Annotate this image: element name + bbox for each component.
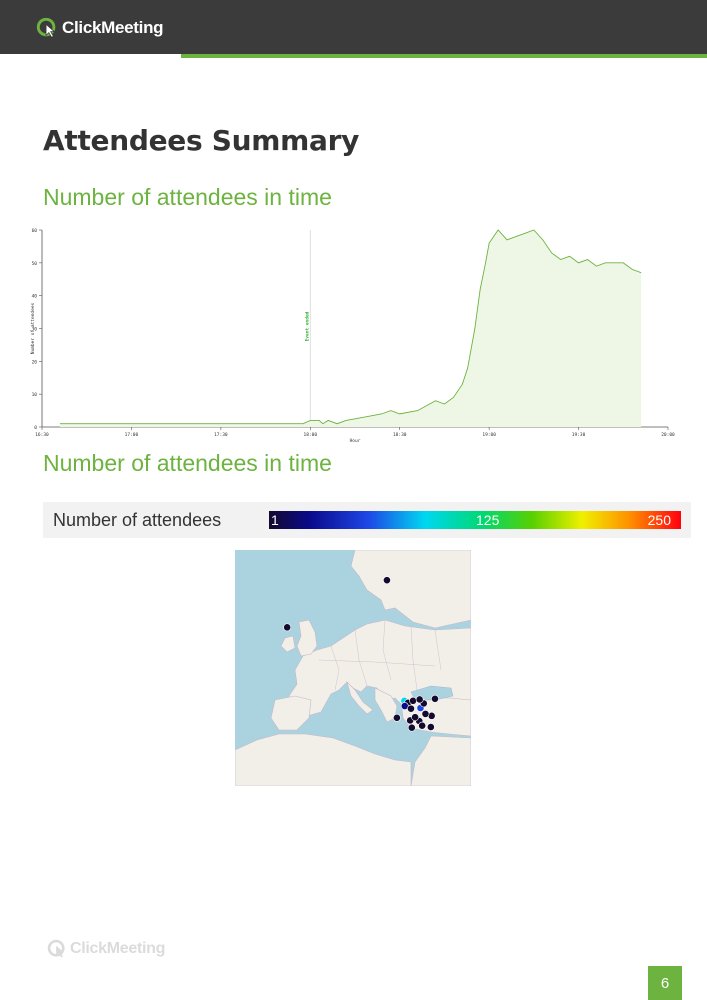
clickmeeting-logo-icon — [36, 17, 56, 38]
clickmeeting-logo-icon — [47, 939, 65, 958]
page-number: 6 — [648, 966, 682, 1000]
map-marker[interactable] — [407, 723, 416, 732]
attendees-chart: 0 10 20 30 40 50 60 16:30 17:00 17:30 18:00 18:30 19… — [28, 222, 680, 444]
y-tick-label: 50 — [32, 261, 38, 267]
y-tick-label: 60 — [32, 228, 38, 234]
legend-mid-label: 125 — [476, 512, 500, 528]
y-tick-label: 40 — [32, 294, 38, 300]
section-title-chart: Number of attendees in time — [43, 184, 332, 210]
x-tick-label: 19:30 — [572, 432, 586, 438]
x-tick-label: 17:30 — [214, 432, 228, 438]
y-tick-label: 10 — [32, 392, 38, 398]
land-balkans — [374, 687, 398, 723]
header-bar: ClickMeeting — [0, 0, 707, 54]
map-marker[interactable] — [426, 723, 435, 731]
map-marker[interactable] — [407, 704, 415, 713]
y-axis-label: Number of attendees — [30, 302, 36, 354]
legend-gradient: 1 125 250 — [269, 511, 681, 529]
legend-label: Number of attendees — [53, 510, 222, 530]
map-marker[interactable] — [383, 576, 391, 585]
land-iberia — [270, 695, 312, 731]
land-ireland — [280, 635, 296, 653]
section-title-map: Number of attendees in time — [43, 450, 332, 476]
y-tick-label: 30 — [32, 327, 38, 333]
map-svg — [235, 550, 471, 786]
color-legend: Number of attendees 1 125 250 — [43, 502, 691, 538]
legend-min-label: 1 — [271, 512, 279, 528]
map-marker[interactable] — [283, 623, 292, 632]
event-marker-label: Event ended — [304, 311, 310, 341]
x-tick-label: 16:30 — [35, 432, 49, 438]
land-middle-east — [410, 735, 471, 786]
map-marker[interactable] — [411, 713, 420, 722]
land-uk — [296, 619, 318, 657]
x-tick-label: 18:00 — [304, 432, 318, 438]
legend-max-label: 250 — [647, 512, 671, 528]
x-tick-label: 19:00 — [482, 432, 496, 438]
header-accent-line — [181, 54, 707, 58]
footer-logo: ClickMeeting — [47, 939, 165, 959]
brand-logo: ClickMeeting — [36, 16, 164, 40]
land-italy — [346, 680, 374, 715]
x-tick-label: 17:00 — [125, 432, 139, 438]
map-marker[interactable] — [392, 713, 401, 722]
series-area — [59, 230, 642, 427]
map-marker[interactable] — [409, 696, 417, 705]
x-tick-label: 20:00 — [661, 432, 675, 438]
page-title: Attendees Summary — [43, 124, 360, 157]
attendee-map[interactable] — [235, 550, 471, 786]
x-tick-label: 18:30 — [393, 432, 407, 438]
y-tick-label: 0 — [34, 425, 37, 431]
land-north-africa — [235, 733, 412, 786]
map-marker[interactable] — [421, 709, 430, 718]
y-tick-label: 20 — [32, 359, 38, 365]
map-marker[interactable] — [431, 694, 439, 703]
brand-name: ClickMeeting — [62, 18, 164, 37]
map-marker[interactable] — [415, 695, 424, 704]
footer-brand-name: ClickMeeting — [70, 940, 166, 957]
x-axis-label: Hour — [350, 438, 361, 442]
map-marker[interactable] — [418, 721, 427, 730]
land-scandinavia — [350, 550, 471, 629]
attendees-chart-svg: 0 10 20 30 40 50 60 16:30 17:00 17:30 18:00 18:30 19… — [30, 228, 675, 444]
